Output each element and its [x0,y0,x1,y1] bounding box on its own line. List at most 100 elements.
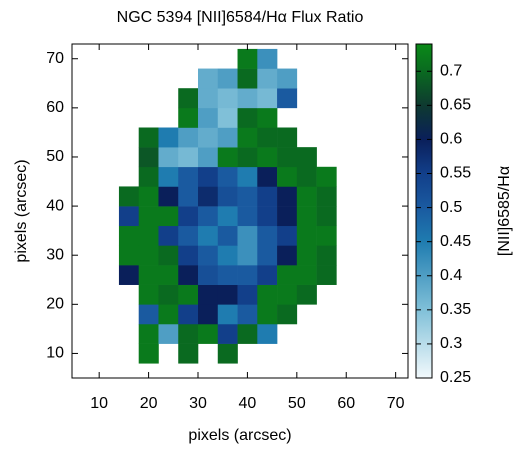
x-tick-label: 70 [387,395,405,412]
heatmap-cell [217,127,238,148]
y-tick-label: 70 [46,50,64,67]
heatmap-cell [316,206,337,227]
x-tick-label: 60 [337,395,355,412]
heatmap-cell [257,107,278,128]
heatmap-cell [158,245,179,266]
colorbar-tick-label: 0.55 [440,165,471,182]
heatmap-cell [237,48,258,69]
heatmap-cell [217,245,238,266]
heatmap-cell [178,88,199,109]
heatmap-cell [178,323,199,344]
heatmap-cell [237,88,258,109]
heatmap-cell [198,147,219,168]
heatmap-cell [198,304,219,325]
y-tick-label: 10 [46,345,64,362]
heatmap-cell [237,323,258,344]
heatmap-cell [277,265,298,285]
heatmap-cell [296,284,317,305]
heatmap-cell [198,186,219,207]
x-tick-label: 20 [140,395,158,412]
heatmap-cell [198,127,219,148]
heatmap-cell [217,186,238,207]
heatmap-cell [118,265,140,285]
heatmap-cell [277,245,298,266]
heatmap-cell [237,127,258,148]
heatmap-cell [237,206,258,227]
heatmap-cell [198,323,219,344]
heatmap-cell [316,225,337,246]
colorbar-tick-label: 0.35 [440,301,471,318]
heatmap-cell [198,225,219,246]
heatmap-cell [217,284,238,305]
heatmap-cell [138,186,159,207]
heatmap-cell [277,206,298,227]
heatmap-cell [178,225,199,246]
heatmap-cell [178,147,199,168]
heatmap-cell [237,284,258,305]
heatmap-cell [257,304,278,325]
heatmap-cell [138,225,159,246]
heatmap-cell [178,245,199,266]
heatmap-cell [296,147,317,168]
colorbar-tick-label: 0.65 [440,97,471,114]
heatmap-cell [237,186,258,207]
colorbar-tick-label: 0.25 [440,369,471,386]
colorbar-tick-label: 0.7 [440,62,462,79]
heatmap-cell [158,206,179,227]
heatmap-cell [257,284,278,305]
heatmap-cell [138,166,159,187]
heatmap-cell [316,245,337,266]
colorbar-tick-label: 0.4 [440,267,462,284]
heatmap-cell [257,265,278,285]
heatmap-cell [138,343,159,364]
heatmap-cell [158,265,179,285]
y-tick-label: 20 [46,296,64,313]
plot-frame [71,43,409,379]
heatmap-cell [237,147,258,168]
heatmap-cell [316,265,337,285]
heatmap-cell [178,127,199,148]
heatmap-cell [237,304,258,325]
heatmap-cell [138,304,159,325]
heatmap-cell [277,147,298,168]
colorbar-tick-label: 0.5 [440,199,462,216]
heatmap-cell [178,166,199,187]
heatmap-cell [296,206,317,227]
heatmap-cell [178,186,199,207]
heatmap-cell [217,166,238,187]
heatmap-cell [158,186,179,207]
heatmap-cell [257,245,278,266]
heatmap-cell [217,225,238,246]
heatmap-cell [138,245,159,266]
heatmap-cell [158,323,179,344]
heatmap-cell [138,127,159,148]
heatmap-cell [198,265,219,285]
heatmap-cell [217,88,238,109]
heatmap-cell [237,225,258,246]
chart-title: NGC 5394 [NII]6584/Hα Flux Ratio [117,9,364,26]
heatmap-cell [277,166,298,187]
heatmap-cell [158,166,179,187]
colorbar-label: [NII]6585/Hα [496,166,513,256]
heatmap-cell [237,265,258,285]
heatmap-cell [178,265,199,285]
x-tick-label: 40 [239,395,257,412]
heatmap-cell [217,147,238,168]
heatmap-cell [158,284,179,305]
heatmap-cell [296,265,317,285]
heatmap-cell [217,68,238,89]
heatmap-cell [178,107,199,128]
heatmap-cell [217,206,238,227]
heatmap-cell [296,225,317,246]
heatmap-cell [138,284,159,305]
heatmap-cell [257,68,278,89]
heatmap-cell [277,186,298,207]
x-axis-label: pixels (arcsec) [188,427,291,444]
heatmap-cell [138,147,159,168]
heatmap-cell [296,245,317,266]
heatmap-cell [198,68,219,89]
heatmap-cell [158,127,179,148]
heatmap-cell [138,265,159,285]
y-tick-label: 30 [46,246,64,263]
